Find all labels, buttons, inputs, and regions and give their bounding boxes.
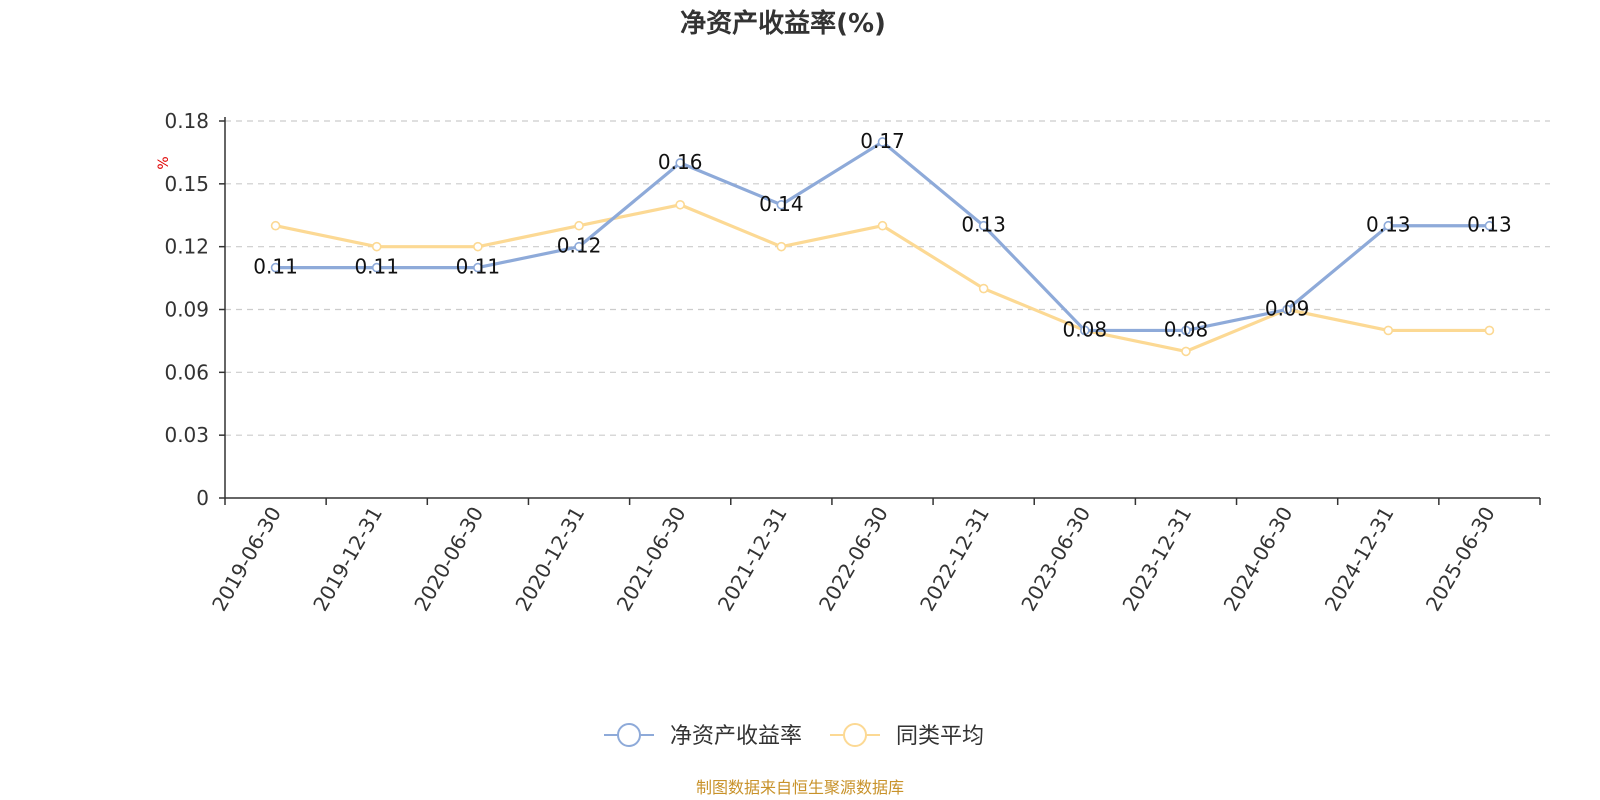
data-point bbox=[270, 220, 281, 231]
legend-marker bbox=[843, 723, 867, 747]
data-label: 0.11 bbox=[354, 255, 399, 279]
legend: 净资产收益率 同类平均 bbox=[604, 723, 984, 749]
y-tick-label: 0.18 bbox=[164, 109, 209, 133]
data-point bbox=[675, 199, 685, 210]
legend-label: 同类平均 bbox=[896, 724, 984, 749]
data-label: 0.08 bbox=[1063, 317, 1108, 341]
x-tick-label: 2025-06-30 bbox=[1421, 503, 1500, 616]
axes: 0 0.03 0.06 0.09 0.12 0.15 0.18 2019-06-30 2019-… bbox=[164, 109, 1541, 616]
y-tick-label: 0.12 bbox=[164, 235, 209, 259]
data-point bbox=[1282, 304, 1292, 315]
data-point bbox=[1181, 346, 1191, 357]
data-point bbox=[473, 262, 483, 273]
x-tick-label: 2019-06-30 bbox=[207, 503, 286, 616]
data-label: 0.13 bbox=[961, 213, 1006, 237]
data-label: 0.09 bbox=[1265, 297, 1310, 321]
x-tick-label: 2021-06-30 bbox=[612, 503, 691, 616]
series-lines bbox=[270, 137, 1495, 357]
x-tick-label: 2023-12-31 bbox=[1117, 503, 1196, 616]
x-tick-label: 2024-12-31 bbox=[1320, 503, 1399, 616]
y-tick-label: 0.06 bbox=[164, 360, 209, 384]
x-tick-label: 2020-12-31 bbox=[510, 503, 589, 616]
x-tick-label: 2023-06-30 bbox=[1016, 503, 1095, 616]
y-tick-label: 0.09 bbox=[164, 298, 209, 322]
x-tick-label: 2022-12-31 bbox=[915, 503, 994, 616]
data-point bbox=[978, 220, 989, 231]
data-point bbox=[371, 262, 382, 273]
y-axis-unit-label: % bbox=[156, 156, 172, 169]
chart-title: 净资产收益率(%) bbox=[680, 8, 886, 39]
data-point bbox=[1181, 325, 1191, 336]
x-tick-label: 2021-12-31 bbox=[713, 503, 792, 616]
data-point bbox=[776, 199, 787, 210]
data-point bbox=[1484, 220, 1495, 231]
data-point bbox=[371, 241, 382, 252]
data-label: 0.16 bbox=[658, 150, 703, 174]
data-point bbox=[1383, 220, 1394, 231]
data-label: 0.13 bbox=[1366, 213, 1411, 237]
data-labels: 0.11 0.11 0.11 0.12 0.16 0.14 0.17 0.13 0.08 0.08… bbox=[253, 129, 1511, 342]
data-point bbox=[1484, 325, 1495, 336]
data-label: 0.08 bbox=[1164, 317, 1209, 341]
data-label: 0.11 bbox=[253, 255, 298, 279]
x-tick-label: 2020-06-30 bbox=[409, 503, 488, 616]
data-point bbox=[675, 158, 685, 168]
data-point bbox=[1080, 325, 1090, 336]
data-label: 0.13 bbox=[1467, 213, 1512, 237]
data-label: 0.17 bbox=[860, 129, 905, 153]
legend-marker bbox=[617, 723, 641, 747]
data-point bbox=[574, 220, 584, 231]
data-label: 0.12 bbox=[557, 234, 602, 258]
x-tick-label: 2022-06-30 bbox=[814, 503, 893, 616]
data-point bbox=[270, 262, 281, 273]
y-tick-label: 0.03 bbox=[164, 423, 209, 447]
data-point bbox=[978, 283, 989, 294]
x-tick-label: 2024-06-30 bbox=[1219, 503, 1298, 616]
y-tick-label: 0 bbox=[196, 486, 209, 510]
data-point bbox=[776, 241, 787, 252]
data-label: 0.14 bbox=[759, 192, 804, 216]
grid-lines bbox=[225, 120, 1550, 436]
data-point bbox=[877, 137, 888, 147]
x-tick-label: 2019-12-31 bbox=[308, 503, 387, 616]
data-point bbox=[877, 220, 888, 231]
legend-label: 净资产收益率 bbox=[670, 724, 802, 749]
y-tick-label: 0.15 bbox=[164, 172, 209, 196]
data-label: 0.11 bbox=[456, 255, 501, 279]
data-point bbox=[1383, 325, 1394, 336]
data-point bbox=[473, 241, 483, 252]
data-source-note: 制图数据来自恒生聚源数据库 bbox=[696, 778, 904, 797]
data-point bbox=[574, 241, 584, 252]
